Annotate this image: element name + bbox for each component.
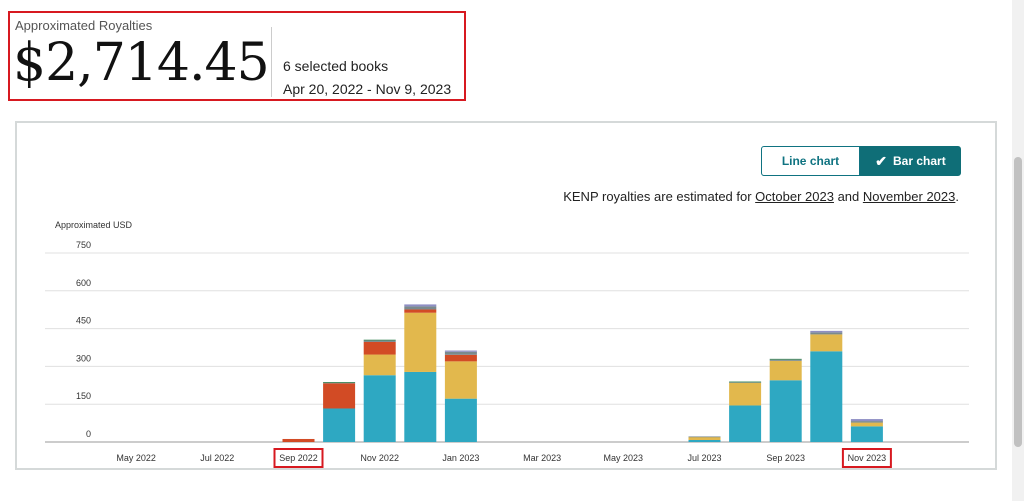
y-tick-label: 150 xyxy=(76,391,91,401)
bar-segment xyxy=(363,375,396,442)
bar-segment xyxy=(850,421,883,423)
chart-card: Line chart ✔ Bar chart KENP royalties ar… xyxy=(15,121,997,470)
october-2023-link[interactable]: October 2023 xyxy=(755,189,834,204)
bar-segment xyxy=(404,304,437,307)
bar-segment xyxy=(282,438,315,442)
royalties-amount: $2,714.45 xyxy=(13,33,270,93)
summary-label: Approximated Royalties xyxy=(15,18,153,33)
bar-chart-button[interactable]: ✔ Bar chart xyxy=(860,146,961,176)
scrollbar-thumb[interactable] xyxy=(1014,157,1022,447)
bar-segment xyxy=(323,408,356,442)
bar-segment xyxy=(404,309,437,313)
date-range: Apr 20, 2022 - Nov 9, 2023 xyxy=(283,81,452,97)
bar-segment xyxy=(444,361,477,399)
bar-segment xyxy=(850,422,883,427)
x-tick-highlight-box xyxy=(841,448,892,468)
line-chart-label: Line chart xyxy=(781,154,840,168)
x-tick-highlight-box xyxy=(273,448,324,468)
bar-segment xyxy=(688,436,721,440)
note-prefix: KENP royalties are estimated for xyxy=(563,189,756,204)
page-scrollbar[interactable] xyxy=(1012,0,1024,501)
bar-segment xyxy=(810,330,843,333)
bar-segment xyxy=(850,419,883,422)
bar-segment xyxy=(404,312,437,372)
royalties-bar-chart: Approximated USD 0 150 300 450 600 750 May 2022… xyxy=(45,220,969,468)
bar-segment xyxy=(363,339,396,341)
bar-segment xyxy=(323,383,356,409)
bar-segment xyxy=(810,332,843,335)
x-tick-label: Sep 2022 xyxy=(279,453,318,463)
bar-segment xyxy=(323,382,356,384)
bar-segment xyxy=(729,382,762,406)
bar-segment xyxy=(404,306,437,310)
bar-segment xyxy=(769,359,802,361)
x-tick-label: Sep 2023 xyxy=(766,453,805,463)
x-tick-label: Nov 2022 xyxy=(360,453,399,463)
bar-segment xyxy=(729,405,762,442)
kenp-estimate-note: KENP royalties are estimated for October… xyxy=(563,189,959,204)
bar-segment xyxy=(444,354,477,362)
note-suffix: . xyxy=(955,189,959,204)
bar-segment xyxy=(363,354,396,376)
bar-segment xyxy=(688,439,721,442)
bar-segment xyxy=(323,382,356,383)
line-chart-button[interactable]: Line chart xyxy=(761,146,860,176)
x-tick-label: Jul 2023 xyxy=(687,453,721,463)
bar-segment xyxy=(688,436,721,438)
bar-segment xyxy=(444,398,477,442)
bar-segment xyxy=(769,380,802,442)
bar-segment xyxy=(404,371,437,442)
y-axis-label: Approximated USD xyxy=(55,220,133,230)
x-tick-label: Jan 2023 xyxy=(442,453,479,463)
royalties-summary: Approximated Royalties $2,714.45 6 selec… xyxy=(8,11,466,101)
note-middle: and xyxy=(833,189,863,204)
chart-type-toggle: Line chart ✔ Bar chart xyxy=(761,146,961,176)
bar-segment xyxy=(729,382,762,383)
bar-segment xyxy=(363,341,396,355)
y-tick-label: 0 xyxy=(86,429,91,439)
x-tick-label: Nov 2023 xyxy=(848,453,887,463)
y-tick-label: 450 xyxy=(76,316,91,326)
checkmark-icon: ✔ xyxy=(875,152,888,169)
bar-chart-label: Bar chart xyxy=(893,154,946,168)
y-tick-label: 300 xyxy=(76,353,91,363)
bar-segment xyxy=(850,426,883,442)
bar-segment xyxy=(729,381,762,383)
bar-segment xyxy=(363,340,396,342)
x-tick-label: May 2022 xyxy=(116,453,156,463)
november-2023-link[interactable]: November 2023 xyxy=(862,189,956,204)
bar-segment xyxy=(444,351,477,355)
selected-books-count: 6 selected books xyxy=(283,58,389,74)
bar-segment xyxy=(769,358,802,360)
bar-segment xyxy=(444,350,477,352)
bar-segment xyxy=(810,334,843,352)
bar-segment xyxy=(810,351,843,442)
summary-divider xyxy=(271,27,272,97)
y-tick-label: 750 xyxy=(76,240,91,250)
y-tick-label: 600 xyxy=(76,278,91,288)
bar-segment xyxy=(769,360,802,381)
x-tick-label: Mar 2023 xyxy=(523,453,561,463)
x-tick-label: May 2023 xyxy=(604,453,644,463)
x-tick-label: Jul 2022 xyxy=(200,453,234,463)
